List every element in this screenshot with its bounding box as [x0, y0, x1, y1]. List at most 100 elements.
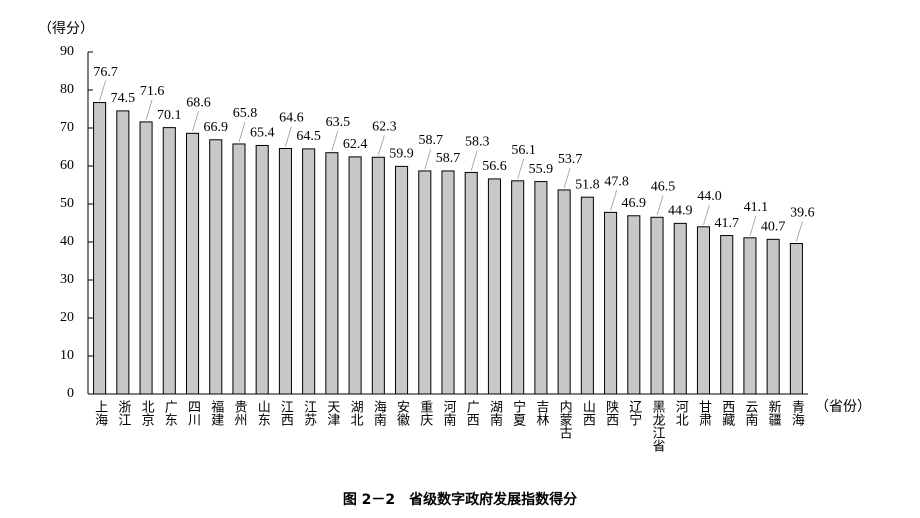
x-tick-label: 新疆	[766, 399, 782, 426]
bar	[162, 127, 176, 395]
data-label: 46.5	[651, 180, 676, 195]
bar	[232, 143, 246, 395]
leader-line	[99, 80, 106, 101]
leader-line	[285, 126, 292, 147]
data-label: 40.7	[761, 220, 786, 235]
x-tick-label: 湖北	[348, 400, 364, 427]
bar	[209, 139, 223, 395]
leader-line	[424, 148, 432, 170]
bar	[441, 170, 455, 395]
data-label: 66.9	[203, 120, 228, 135]
bar	[371, 156, 385, 395]
data-label: 44.9	[668, 204, 693, 219]
x-tick-label: 内蒙古	[557, 399, 573, 439]
data-label: 65.4	[250, 126, 275, 141]
y-tick-label: 50	[60, 196, 74, 211]
bar	[766, 238, 780, 395]
data-label: 58.7	[419, 133, 444, 148]
x-tick-label: 重庆	[417, 399, 433, 426]
data-label: 46.9	[622, 196, 647, 211]
data-label: 58.3	[465, 135, 490, 150]
data-label: 64.5	[296, 129, 321, 144]
data-label: 64.6	[279, 111, 304, 126]
leader-line	[656, 195, 664, 216]
leader-line	[145, 99, 153, 121]
x-tick-label: 云南	[742, 400, 758, 426]
x-tick-label: 西藏	[719, 400, 735, 426]
y-tick-label: 30	[60, 272, 74, 287]
data-label: 47.8	[604, 175, 629, 190]
leader-line	[703, 204, 710, 225]
y-tick-label: 40	[60, 234, 74, 249]
x-tick-label: 四川	[185, 400, 201, 426]
x-tick-label: 宁夏	[510, 399, 526, 426]
leader-line	[749, 215, 757, 236]
data-label: 76.7	[93, 65, 118, 80]
x-tick-label: 河北	[673, 400, 689, 427]
data-label: 68.6	[186, 96, 211, 111]
bar	[348, 156, 362, 395]
y-tick-label: 20	[60, 310, 74, 325]
leader-line	[377, 135, 385, 156]
x-tick-label: 安徽	[394, 400, 410, 426]
data-label: 62.4	[343, 137, 368, 152]
x-tick-label: 浙江	[115, 400, 131, 426]
data-label: 44.0	[697, 189, 722, 204]
x-tick-label: 吉林	[533, 400, 549, 426]
x-tick-label: 上海	[92, 400, 108, 426]
x-tick-label: 陕西	[603, 400, 619, 426]
y-tick-label: 10	[60, 348, 74, 363]
leader-line	[517, 158, 525, 179]
data-label: 41.1	[744, 200, 769, 215]
x-tick-label: 甘肃	[696, 400, 712, 426]
data-label: 53.7	[558, 152, 583, 167]
y-axis-label: （得分）	[38, 20, 94, 37]
x-tick-label: 黑龙江省	[650, 400, 666, 452]
bar	[789, 243, 803, 395]
bar	[720, 235, 734, 395]
data-label: 56.1	[511, 143, 536, 158]
bar	[650, 216, 664, 395]
bar	[743, 237, 757, 395]
x-tick-label: 天津	[324, 400, 340, 426]
leader-line	[563, 167, 571, 189]
chart-title: 图 2－2 省级数字政府发展指数得分	[343, 491, 577, 508]
x-tick-label: 贵州	[231, 400, 247, 426]
data-label: 65.8	[233, 106, 258, 121]
data-label: 63.5	[326, 115, 351, 130]
y-tick-label: 90	[60, 44, 74, 59]
bar	[116, 110, 130, 395]
bar	[487, 178, 501, 395]
bar	[139, 121, 153, 395]
data-label: 39.6	[790, 206, 815, 221]
bar	[278, 148, 292, 395]
bar	[325, 152, 339, 395]
bar	[673, 222, 687, 395]
leader-line	[796, 221, 803, 242]
x-tick-label: 河南	[441, 400, 457, 426]
bar	[511, 180, 525, 395]
leader-line	[610, 190, 617, 211]
leader-line	[331, 130, 339, 151]
x-tick-label: 辽宁	[626, 400, 642, 426]
x-tick-label: 江西	[278, 400, 294, 426]
x-tick-label: 江苏	[301, 400, 317, 426]
x-tick-label: 北京	[139, 400, 155, 426]
y-tick-label: 0	[67, 386, 74, 401]
bar	[696, 226, 711, 395]
x-tick-label: 广西	[464, 400, 480, 426]
bar	[557, 189, 571, 395]
leader-line	[470, 150, 478, 171]
y-tick-label: 80	[60, 82, 74, 97]
data-label: 41.7	[714, 216, 739, 231]
data-label: 74.5	[111, 91, 136, 106]
bar	[627, 215, 641, 395]
data-label: 62.3	[372, 119, 397, 134]
data-label: 70.1	[157, 108, 182, 123]
y-tick-label: 70	[60, 120, 74, 135]
x-tick-label: 山西	[580, 400, 596, 426]
data-label: 58.7	[436, 151, 461, 166]
x-tick-label: 海南	[371, 400, 387, 426]
bar	[395, 165, 409, 395]
